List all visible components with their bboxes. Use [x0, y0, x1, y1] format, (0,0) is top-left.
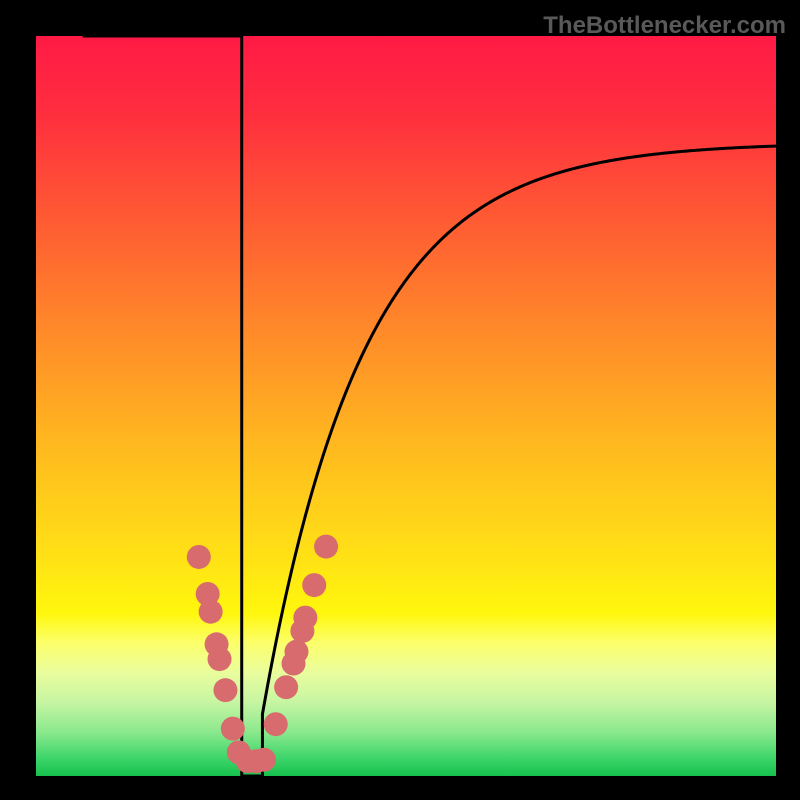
bottleneck-curve	[83, 36, 776, 776]
data-dot	[293, 606, 317, 630]
data-dot	[213, 678, 237, 702]
chart-svg	[36, 36, 776, 776]
data-dot	[302, 573, 326, 597]
data-dot	[252, 748, 276, 772]
data-dot	[284, 640, 308, 664]
data-dot	[199, 600, 223, 624]
watermark-text: TheBottlenecker.com	[543, 12, 786, 40]
data-dot	[221, 717, 245, 741]
plot-area	[36, 36, 776, 776]
data-dot	[274, 675, 298, 699]
chart-root: TheBottlenecker.com	[0, 0, 800, 800]
data-dot	[264, 712, 288, 736]
data-dot	[187, 545, 211, 569]
data-dot	[208, 647, 232, 671]
data-dot	[314, 535, 338, 559]
